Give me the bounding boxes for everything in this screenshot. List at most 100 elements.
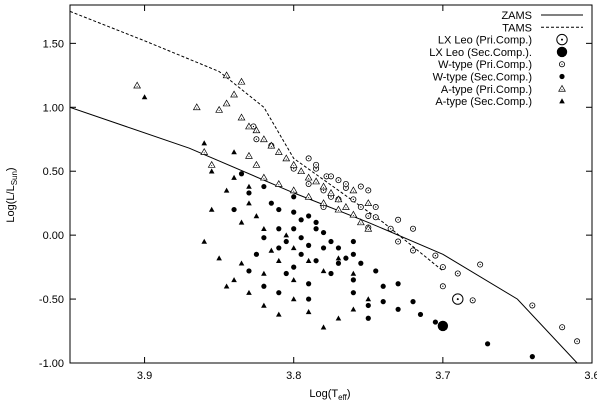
a-type-pri-comp-point-center (203, 152, 205, 154)
w-type-sec-comp-point (335, 260, 342, 266)
a-type-pri-comp-point-center (308, 197, 310, 199)
w-type-pri-comp-point-center (375, 206, 377, 208)
a-type-sec-comp-point (246, 183, 252, 189)
a-type-pri-comp-point (259, 173, 268, 181)
a-type-pri-comp-point-center (255, 130, 257, 132)
w-type-pri-comp-point-center (330, 175, 332, 177)
a-type-pri-comp-point-center (352, 214, 354, 216)
w-type-pri-comp-point-center (308, 183, 310, 185)
w-type-sec-comp-point (373, 268, 379, 274)
a-type-sec-comp-point (201, 140, 208, 146)
a-type-pri-comp-point (297, 167, 306, 175)
tams-line (70, 10, 444, 272)
w-type-pri-comp-point-center (345, 183, 347, 185)
a-type-pri-comp-point-center (278, 184, 280, 186)
x-tick-label: 3.6 (584, 370, 597, 382)
a-type-pri-comp-point-center (337, 199, 339, 201)
w-type-sec-comp-point (298, 235, 304, 241)
w-type-sec-comp-point (328, 270, 334, 277)
a-type-pri-comp-point (334, 195, 343, 203)
a-type-pri-comp-point-center (367, 229, 369, 231)
a-type-pri-comp-point (222, 99, 231, 107)
w-type-sec-comp-point (395, 281, 401, 287)
w-type-sec-comp-point (320, 245, 327, 251)
w-type-sec-comp-point (380, 283, 386, 289)
x-axis-label: Log(Teff) (309, 388, 350, 402)
a-type-pri-comp-point-center (337, 209, 339, 211)
w-type-sec-comp-point (313, 219, 319, 225)
a-type-pri-comp-point (237, 77, 246, 85)
legend-label-lx-leo-sec-comp: LX Leo (Sec.Comp.). (429, 47, 532, 59)
a-type-pri-comp-point-center (248, 156, 250, 158)
a-type-sec-comp-point (268, 247, 275, 253)
axis-ticks: 3.9 3.8 3.7 3.6 1.50 1.00 0.50 0.00 -0.50 -1.00 (39, 5, 597, 382)
w-type-sec-comp-point (380, 299, 386, 305)
legend-key-w-type-sec-comp (559, 73, 565, 80)
w-type-pri-comp-point-center (390, 228, 392, 230)
a-type-pri-comp-point (282, 154, 291, 162)
legend-key-a-type-sec-comp (559, 98, 565, 104)
a-type-pri-comp-point (319, 199, 328, 207)
w-type-sec-comp-point (350, 277, 356, 283)
w-type-pri-comp-point-center (442, 285, 444, 287)
a-type-pri-comp-point (319, 182, 328, 190)
a-type-sec-comp-point (261, 270, 267, 276)
a-type-sec-comp-point (231, 174, 237, 180)
w-type-sec-comp-point (306, 242, 312, 248)
legend-label-lx-leo-pri-comp: LX Leo (Pri.Comp.) (438, 35, 532, 47)
lx-leo-sec-comp-point (437, 320, 449, 332)
legend-key-lx-leo-sec-comp (556, 46, 568, 58)
a-type-pri-comp-point-center (241, 82, 243, 84)
a-type-sec-comp-point (350, 306, 357, 312)
legend-key-lx-leo-pri-comp-center (561, 38, 563, 41)
a-type-pri-comp-point-center (345, 207, 347, 209)
w-type-pri-comp-point-center (360, 185, 362, 188)
w-type-sec-comp-point (298, 217, 304, 223)
a-type-sec-comp-point (141, 94, 148, 100)
a-type-pri-comp-point (356, 218, 365, 226)
a-type-pri-comp-point (364, 199, 373, 207)
w-type-sec-comp-point (246, 190, 252, 196)
w-type-sec-comp-point (335, 245, 342, 251)
a-type-pri-comp-point (222, 71, 231, 79)
a-type-sec-comp-point (335, 315, 342, 321)
a-type-sec-comp-point (231, 149, 237, 155)
w-type-sec-comp-point (246, 268, 252, 274)
w-type-sec-comp-point (365, 315, 371, 321)
y-axis-label: Log(L/LSun) (5, 167, 19, 222)
a-type-pri-comp-point (252, 126, 261, 134)
a-type-pri-comp-point-center (330, 193, 332, 195)
a-type-pri-comp-point-center (315, 181, 317, 183)
w-type-sec-comp-point (432, 319, 438, 325)
w-type-pri-comp-point-center (360, 206, 362, 208)
a-type-pri-comp-point-center (255, 165, 257, 167)
a-type-pri-comp-point (230, 90, 238, 98)
y-tick-label: 1.50 (43, 38, 64, 50)
w-type-pri-comp-point-center (375, 216, 377, 218)
a-type-sec-comp-point (261, 225, 267, 231)
a-type-sec-comp-point (216, 255, 222, 261)
a-type-pri-comp-point (327, 188, 335, 196)
a-type-pri-comp-point (334, 205, 343, 213)
a-type-pri-comp-point (289, 186, 298, 194)
w-type-sec-comp-point (276, 206, 282, 213)
a-type-pri-comp-point-center (308, 177, 310, 179)
w-type-sec-comp-point (350, 290, 356, 296)
track-lines (70, 10, 578, 363)
w-type-pri-comp-point-center (531, 304, 533, 307)
a-type-pri-comp-point-center (233, 94, 235, 96)
a-type-sec-comp-point (246, 200, 252, 206)
w-type-pri-comp-point-center (397, 219, 399, 221)
y-tick-label: -0.50 (39, 294, 64, 306)
w-type-pri-comp-point-center (255, 138, 258, 140)
x-tick-label: 3.9 (137, 370, 152, 382)
a-type-pri-comp-point (289, 160, 298, 168)
a-type-pri-comp-point (200, 148, 209, 155)
a-type-sec-comp-point (290, 296, 297, 302)
w-type-sec-comp-point (261, 283, 267, 289)
w-type-sec-comp-point (313, 258, 319, 264)
w-type-sec-comp-point (276, 245, 282, 251)
w-type-pri-comp-point-center (352, 198, 354, 200)
w-type-sec-comp-point (306, 213, 312, 219)
